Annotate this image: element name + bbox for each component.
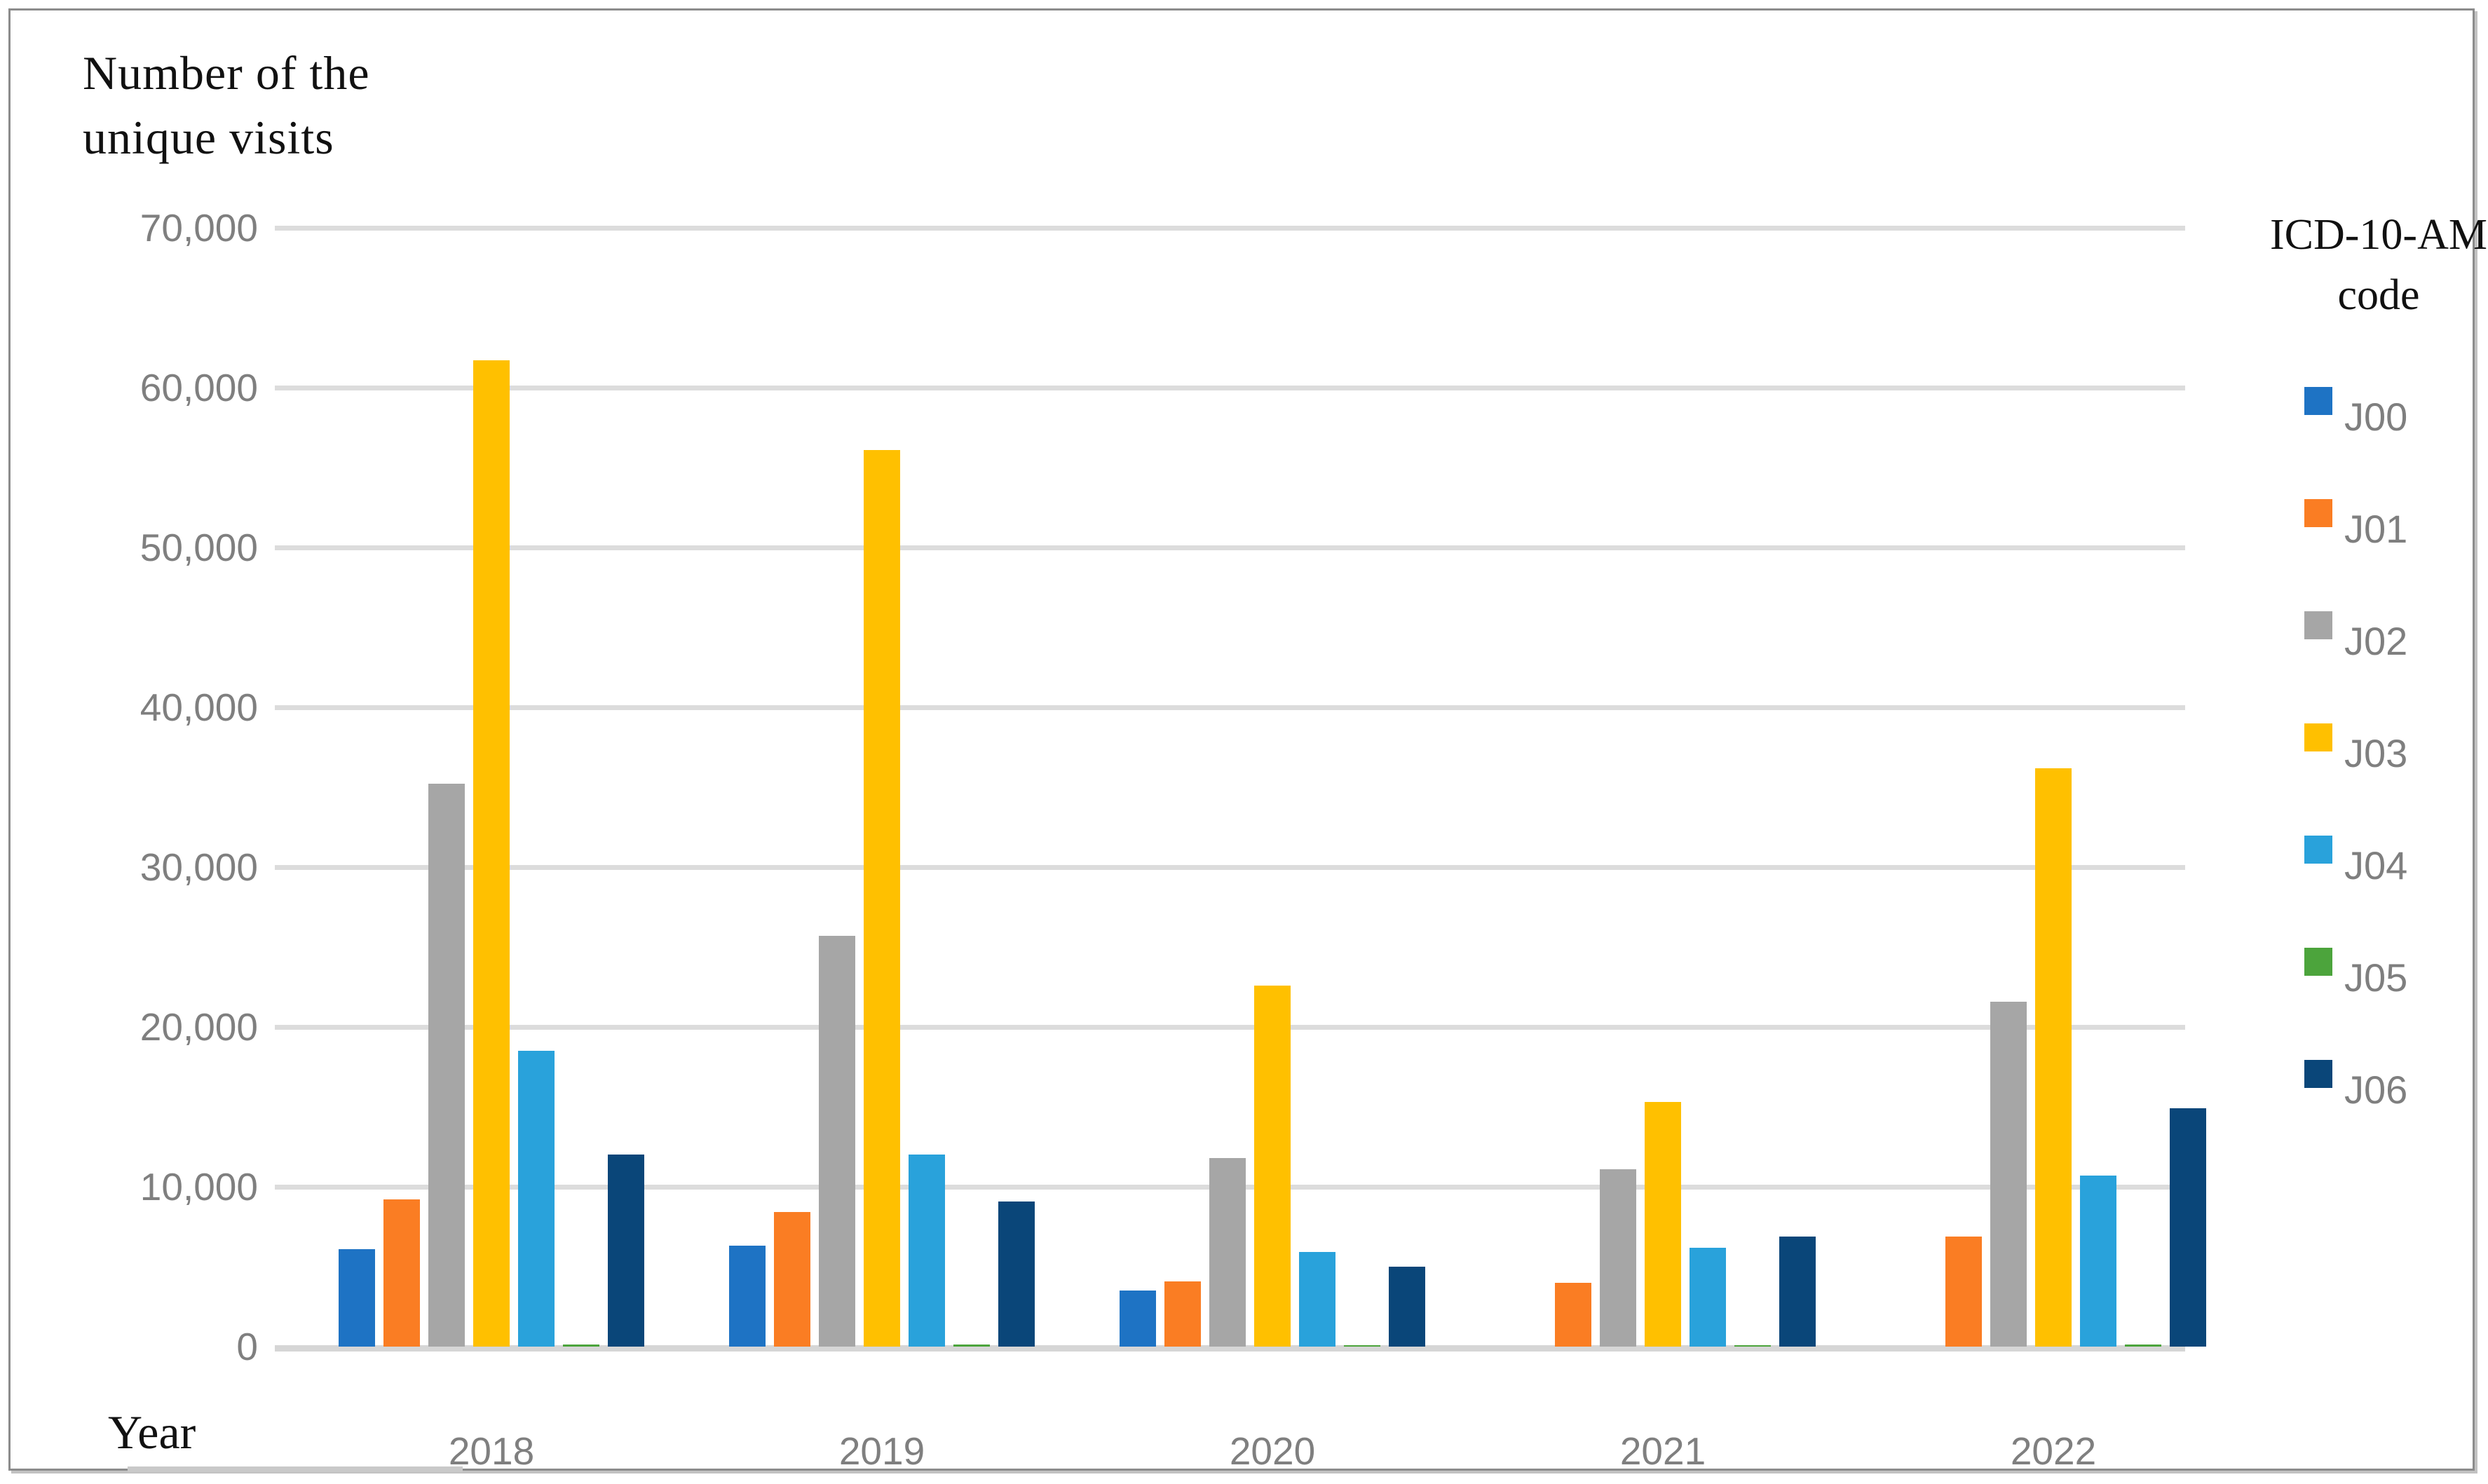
bar-J01-2021: [1555, 1283, 1591, 1347]
x-axis-line: [275, 1345, 2185, 1352]
y-tick-label-60000: 60,000: [140, 366, 258, 409]
bar-J06-2021: [1779, 1237, 1816, 1347]
bar-J01-2019: [774, 1212, 810, 1347]
gridline-70000: [275, 226, 2185, 231]
axis-title-underline: [128, 1466, 463, 1472]
gridline-40000: [275, 705, 2185, 710]
bar-J05-2018: [563, 1345, 599, 1347]
y-tick-label-30000: 30,000: [140, 845, 258, 889]
gridline-50000: [275, 545, 2185, 550]
bar-J04-2022: [2080, 1176, 2116, 1347]
legend-swatch-J01: [2304, 499, 2332, 527]
bar-J02-2018: [428, 784, 465, 1347]
y-tick-label-70000: 70,000: [140, 206, 258, 250]
x-tick-label-2021: 2021: [1619, 1429, 1706, 1473]
x-axis-title: Year: [108, 1405, 196, 1459]
bar-J02-2022: [1990, 1002, 2027, 1347]
bar-J02-2020: [1209, 1158, 1246, 1347]
legend-title: ICD-10-AM code: [2270, 205, 2487, 325]
y-axis-title: Number of the unique visits: [83, 41, 370, 170]
bar-J03-2019: [864, 450, 900, 1347]
legend-label-J05: J05: [2344, 955, 2408, 1000]
bar-J03-2022: [2035, 768, 2072, 1347]
bar-J06-2020: [1389, 1267, 1425, 1347]
bar-J03-2020: [1254, 986, 1291, 1347]
bar-J06-2019: [998, 1202, 1035, 1347]
x-tick-label-2022: 2022: [2010, 1429, 2097, 1473]
legend-label-J03: J03: [2344, 731, 2408, 775]
x-tick-label-2018: 2018: [448, 1429, 535, 1473]
y-tick-label-20000: 20,000: [140, 1005, 258, 1049]
bar-J00-2018: [339, 1249, 375, 1347]
bar-J04-2019: [909, 1155, 945, 1347]
gridline-30000: [275, 865, 2185, 870]
legend-swatch-J05: [2304, 948, 2332, 976]
legend-swatch-J03: [2304, 723, 2332, 751]
bar-J01-2022: [1945, 1237, 1982, 1347]
bar-J04-2020: [1299, 1252, 1335, 1347]
bar-J05-2020: [1344, 1345, 1380, 1347]
legend-label-J00: J00: [2344, 395, 2408, 439]
legend-swatch-J04: [2304, 836, 2332, 864]
legend-label-J02: J02: [2344, 619, 2408, 663]
legend-swatch-J02: [2304, 611, 2332, 639]
y-axis-title-line2: unique visits: [83, 111, 334, 164]
legend-swatch-J06: [2304, 1060, 2332, 1088]
bar-J02-2019: [819, 936, 855, 1347]
bar-J03-2021: [1645, 1102, 1681, 1347]
bar-J00-2019: [729, 1246, 766, 1347]
gridline-20000: [275, 1025, 2185, 1030]
y-axis-title-line1: Number of the: [83, 46, 370, 100]
bar-J00-2020: [1120, 1291, 1156, 1347]
bar-J02-2021: [1600, 1169, 1636, 1347]
bar-J05-2021: [1734, 1345, 1771, 1347]
bar-J05-2019: [953, 1345, 990, 1347]
bar-J04-2021: [1690, 1248, 1726, 1347]
bar-J04-2018: [518, 1051, 555, 1347]
y-tick-label-0: 0: [236, 1325, 258, 1368]
legend-label-J04: J04: [2344, 843, 2408, 887]
bar-J01-2018: [383, 1199, 420, 1347]
y-tick-label-50000: 50,000: [140, 526, 258, 569]
legend-swatch-J00: [2304, 387, 2332, 415]
legend-title-line2: code: [2337, 271, 2420, 319]
legend-title-line1: ICD-10-AM: [2270, 211, 2487, 259]
bar-J01-2020: [1164, 1281, 1201, 1347]
gridline-60000: [275, 386, 2185, 390]
y-tick-label-40000: 40,000: [140, 686, 258, 729]
x-tick-label-2020: 2020: [1229, 1429, 1316, 1473]
legend-label-J06: J06: [2344, 1068, 2408, 1112]
legend-label-J01: J01: [2344, 507, 2408, 551]
bar-J03-2018: [473, 360, 510, 1347]
bar-J06-2018: [608, 1155, 644, 1347]
bar-J05-2022: [2125, 1345, 2161, 1347]
bar-J06-2022: [2170, 1108, 2206, 1347]
y-tick-label-10000: 10,000: [140, 1165, 258, 1209]
x-tick-label-2019: 2019: [838, 1429, 925, 1473]
